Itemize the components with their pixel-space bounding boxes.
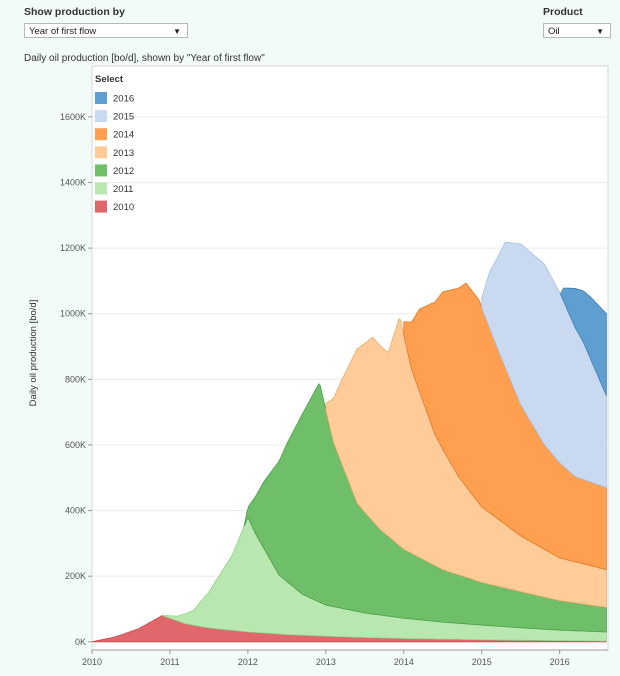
area-series-2015[interactable] [481,241,607,489]
show-by-label: Show production by [24,6,125,18]
y-tick-label: 600K [65,440,86,450]
legend-label-2014[interactable]: 2014 [113,130,134,141]
x-tick-label: 2014 [394,657,414,667]
chevron-down-icon: ▼ [173,27,181,36]
show-by-dropdown[interactable]: Year of first flow ▼ [24,23,188,38]
legend-swatch-2013[interactable] [95,146,107,159]
x-tick-label: 2015 [472,657,492,667]
x-tick-label: 2016 [550,657,570,667]
legend-swatch-2010[interactable] [95,200,107,213]
legend-title: Select [95,74,124,85]
legend-swatch-2014[interactable] [95,128,107,141]
y-tick-label: 1000K [60,309,86,319]
x-tick-label: 2012 [238,657,258,667]
area-series-2014[interactable] [403,282,607,571]
legend-label-2015[interactable]: 2015 [113,112,134,123]
y-tick-label: 0K [75,637,86,647]
legend-label-2011[interactable]: 2011 [113,184,133,195]
show-by-value: Year of first flow [29,26,97,37]
y-tick-label: 400K [65,506,86,516]
y-tick-label: 1600K [60,112,86,122]
x-tick-label: 2011 [160,657,179,667]
x-tick-label: 2013 [316,657,336,667]
y-tick-label: 1400K [60,177,86,187]
product-value: Oil [548,26,560,37]
legend-label-2016[interactable]: 2016 [113,94,134,105]
y-tick-label: 800K [65,374,86,384]
product-dropdown[interactable]: Oil ▼ [543,23,611,38]
legend-swatch-2015[interactable] [95,110,107,123]
area-series-2016[interactable] [560,287,607,396]
chevron-down-icon: ▼ [596,27,604,36]
legend-label-2012[interactable]: 2012 [113,166,134,177]
product-label: Product [543,6,583,18]
legend-swatch-2011[interactable] [95,182,107,195]
y-axis-label: Daily oil production [bo/d] [28,300,39,407]
legend-label-2013[interactable]: 2013 [113,148,134,159]
legend-swatch-2012[interactable] [95,164,107,177]
chart-title: Daily oil production [bo/d], shown by "Y… [24,53,265,64]
y-tick-label: 1200K [60,243,86,253]
legend-label-2010[interactable]: 2010 [113,202,134,213]
legend-swatch-2016[interactable] [95,92,107,104]
y-tick-label: 200K [65,571,86,581]
x-tick-label: 2010 [82,657,102,667]
